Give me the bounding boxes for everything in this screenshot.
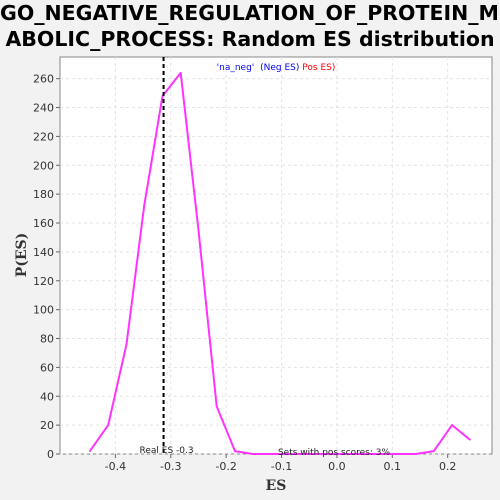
data-point [451,424,454,427]
y-axis: 0 20 40 60 80 100 120 140 160 180 200 220 240 260 [33,73,60,461]
data-point [89,450,91,453]
y-tick-label: 180 [33,188,54,201]
data-point [179,71,182,74]
legend-neg: (Neg ES) [260,63,299,73]
x-axis-label: ES [266,478,287,494]
real-es-label: Real ES -0.3 [140,446,194,456]
y-tick-label: 80 [40,333,54,346]
x-tick-label: 0.1 [384,460,402,473]
data-point [251,453,254,455]
data-point [306,453,308,455]
y-tick-label: 120 [33,275,54,288]
data-point [432,450,435,453]
x-tick-label: -0.3 [160,460,181,473]
data-point [378,453,381,455]
x-tick-label: 0.2 [439,460,457,473]
data-point [215,405,218,408]
data-point [125,343,128,346]
data-point [324,453,327,455]
data-point [197,229,200,232]
data-point [270,453,272,455]
data-point [414,453,417,455]
data-point [143,204,146,207]
y-tick-label: 0 [47,448,54,461]
y-tick-label: 220 [33,130,54,143]
chart-title: GO_NEGATIVE_REGULATION_OF_PROTEIN_MET AB… [0,0,500,56]
data-point [360,453,363,455]
y-tick-label: 40 [40,390,54,403]
data-point [342,453,345,455]
y-axis-label: P(ES) [14,233,30,278]
y-tick-label: 20 [40,419,54,432]
legend: 'na_neg' (Neg ES) Pos ES) [217,63,336,73]
y-tick-label: 100 [33,304,54,317]
x-axis: -0.4 -0.3 -0.2 -0.1 0.0 0.1 0.2 [105,454,457,473]
x-tick-label: 0.0 [328,460,346,473]
legend-pos: Pos ES) [302,63,335,73]
pos-scores-annotation: Sets with pos scores: 3% [278,448,391,458]
data-point [396,453,399,455]
data-point [288,453,291,455]
x-tick-label: -0.4 [105,460,126,473]
data-point [468,438,471,441]
plot-area [59,56,493,455]
series-lines [89,71,471,455]
y-tick-label: 240 [33,102,54,115]
y-tick-label: 160 [33,217,54,230]
y-tick-label: 260 [33,73,54,86]
legend-prefix: 'na_neg' [217,63,255,73]
y-tick-label: 60 [40,361,54,374]
series-line-0 [89,71,471,455]
title-line-1: GO_NEGATIVE_REGULATION_OF_PROTEIN_MET [0,1,500,25]
real-es-marker: Real ES -0.3 [140,57,194,456]
x-tick-label: -0.2 [215,460,236,473]
y-tick-label: 200 [33,159,54,172]
data-point [107,424,110,427]
x-tick-label: -0.1 [271,460,292,473]
y-tick-label: 140 [33,246,54,259]
data-point [234,450,236,453]
grid [60,57,492,455]
title-line-2: ABOLIC_PROCESS: Random ES distribution [5,27,495,51]
